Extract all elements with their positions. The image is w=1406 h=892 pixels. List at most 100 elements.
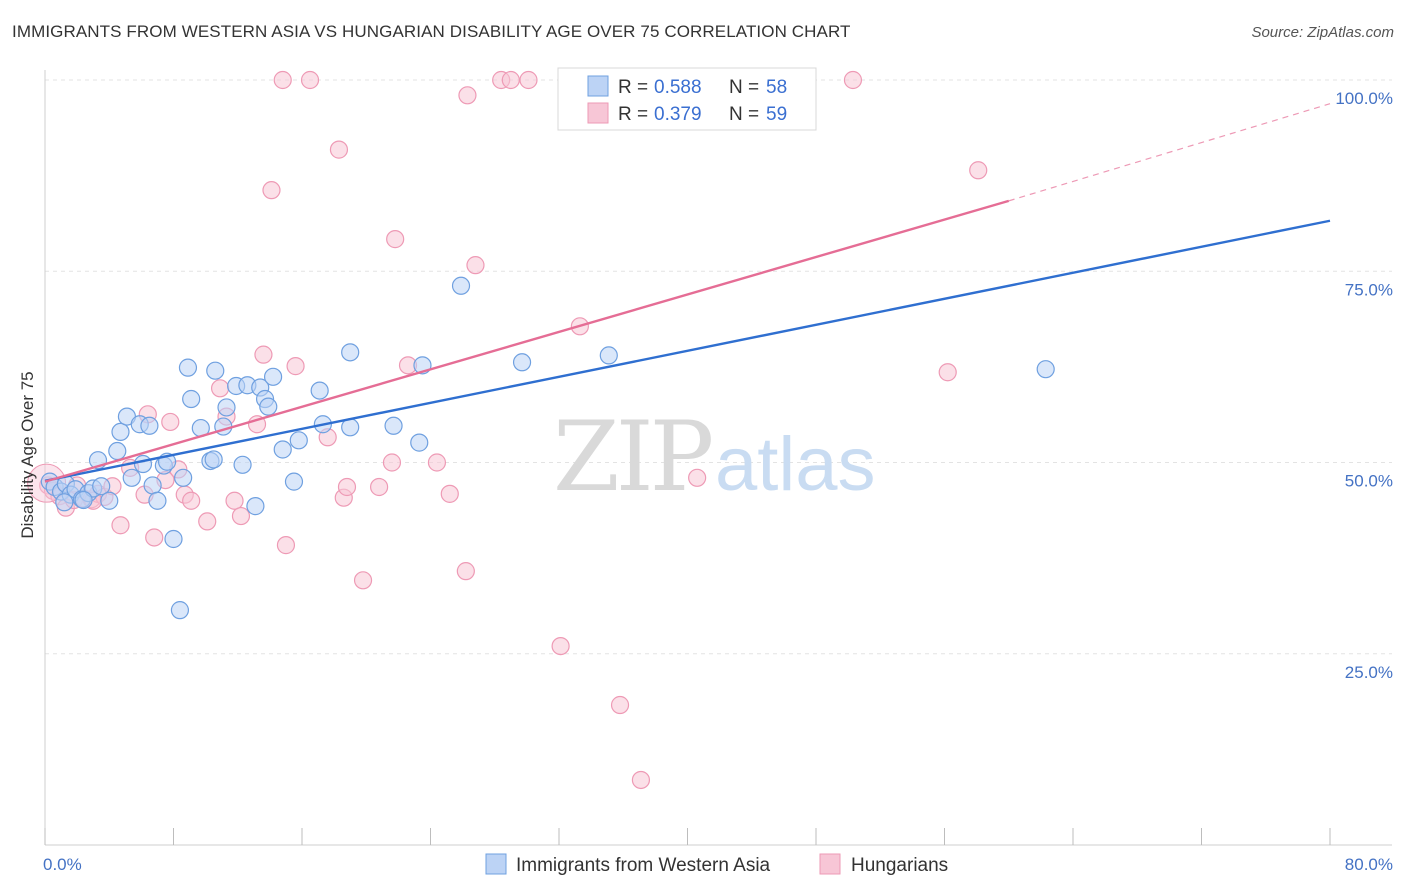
axes [44,70,1392,846]
legend-n-value-1: 58 [766,77,787,98]
western-asia-point-49 [384,416,403,435]
chart-title: IMMIGRANTS FROM WESTERN ASIA VS HUNGARIA… [12,22,851,41]
western-asia-point-54 [599,346,618,365]
bottom-legend: Immigrants from Western Asia Hungarians [485,853,948,876]
legend-n-label-2: N = [729,104,759,125]
hungarians-trend-extension [1008,103,1331,202]
western-asia-point-57 [74,490,93,510]
hungarians-point-55 [843,70,863,90]
hungarians-point-42 [427,453,447,472]
legend-n-value-2: 59 [766,104,787,125]
legend-r-value-1: 0.588 [654,77,702,98]
western-asia-point-33 [217,398,236,417]
hungarians-point-17 [161,412,180,432]
hungarians-point-53 [631,770,651,790]
hungarians-point-25 [231,506,251,526]
western-asia-point-27 [182,389,201,409]
hungarians-point-32 [300,70,320,90]
western-asia-point-24 [170,601,190,620]
hungarians-point-11 [111,516,130,535]
legend-swatch-pink [587,102,609,124]
x-tick-label-1: 80.0% [1345,855,1393,874]
western-asia-point-19 [143,476,162,495]
y-tick-label-3: 100.0% [1335,89,1393,108]
hungarians-point-39 [382,453,402,472]
grid-lines [45,79,1392,655]
western-asia-points [40,276,1055,620]
legend-r-value-2: 0.379 [654,104,702,125]
western-asia-point-42 [273,440,292,459]
hungarians-point-20 [182,491,201,510]
chart-source: Source: ZipAtlas.com [1251,24,1394,41]
hungarians-point-40 [386,230,405,249]
stats-legend: R = 0.588 N = 58 R = 0.379 N = 59 [557,67,817,131]
western-asia-point-31 [206,361,225,380]
western-asia-point-41 [263,367,283,386]
tick-labels: 25.0% 50.0% 75.0% 100.0% 0.0% 80.0% [43,89,1393,874]
hungarians-trend-line [44,199,1010,483]
western-asia-point-13 [111,422,130,441]
trend-lines [44,103,1331,483]
hungarians-point-15 [145,528,164,547]
western-asia-point-53 [512,353,532,372]
legend-r-label-2: R = [618,104,648,125]
y-tick-label-0: 25.0% [1345,663,1393,682]
hungarians-point-30 [286,357,305,376]
western-asia-point-50 [410,433,429,452]
western-asia-trend-line [44,219,1331,483]
hungarians-point-27 [254,345,273,364]
y-tick-label-1: 50.0% [1345,472,1393,491]
western-asia-point-12 [108,441,127,461]
hungarians-point-21 [198,512,217,531]
watermark-atlas: atlas [715,422,876,507]
western-asia-point-52 [451,276,471,295]
western-asia-point-43 [284,472,304,491]
legend-swatch-blue [587,75,609,97]
hungarians-point-52 [610,695,630,715]
bottom-legend-swatch-blue [485,853,507,875]
legend-r-label-1: R = [618,77,648,98]
x-tick-label-0: 0.0% [43,855,82,874]
hungarians-point-28 [262,181,281,200]
western-asia-point-35 [233,455,252,474]
legend-n-label-1: N = [729,77,759,98]
watermark: ZIP atlas [553,401,876,513]
western-asia-point-20 [148,491,167,510]
hungarians-point-45 [458,86,477,105]
western-asia-point-40 [259,397,278,416]
hungarians-point-43 [440,484,459,503]
western-asia-point-30 [204,450,223,469]
bottom-legend-label-blue: Immigrants from Western Asia [516,855,771,876]
hungarians-point-57 [969,161,988,180]
western-asia-point-9 [92,477,111,496]
western-asia-point-23 [164,529,183,549]
western-asia-point-48 [341,343,360,362]
western-asia-point-18 [140,416,159,435]
western-asia-point-17 [133,454,153,474]
bottom-legend-label-pink: Hungarians [851,855,948,876]
y-axis-label: Disability Age Over 75 [18,371,37,538]
y-tick-label-2: 75.0% [1345,280,1393,299]
hungarians-point-31 [273,70,292,90]
hungarians-point-44 [456,562,475,581]
hungarians-point-22 [210,379,230,398]
western-asia-point-15 [122,468,141,487]
western-asia-point-26 [178,358,198,377]
hungarians-point-49 [519,70,538,90]
hungarians-point-37 [353,571,373,590]
hungarians-point-24 [225,491,244,510]
hungarians-point-36 [337,477,357,497]
western-asia-point-56 [55,493,74,512]
hungarians-point-46 [466,256,485,275]
western-asia-point-44 [289,431,308,450]
hungarians-point-54 [688,468,707,487]
bottom-legend-swatch-pink [819,853,841,875]
watermark-zip: ZIP [553,401,712,513]
western-asia-point-25 [174,468,193,487]
western-asia-point-46 [310,381,329,400]
western-asia-point-55 [1036,360,1055,379]
hungarians-point-48 [501,70,520,90]
western-asia-point-11 [100,491,119,510]
western-asia-point-37 [246,497,265,516]
